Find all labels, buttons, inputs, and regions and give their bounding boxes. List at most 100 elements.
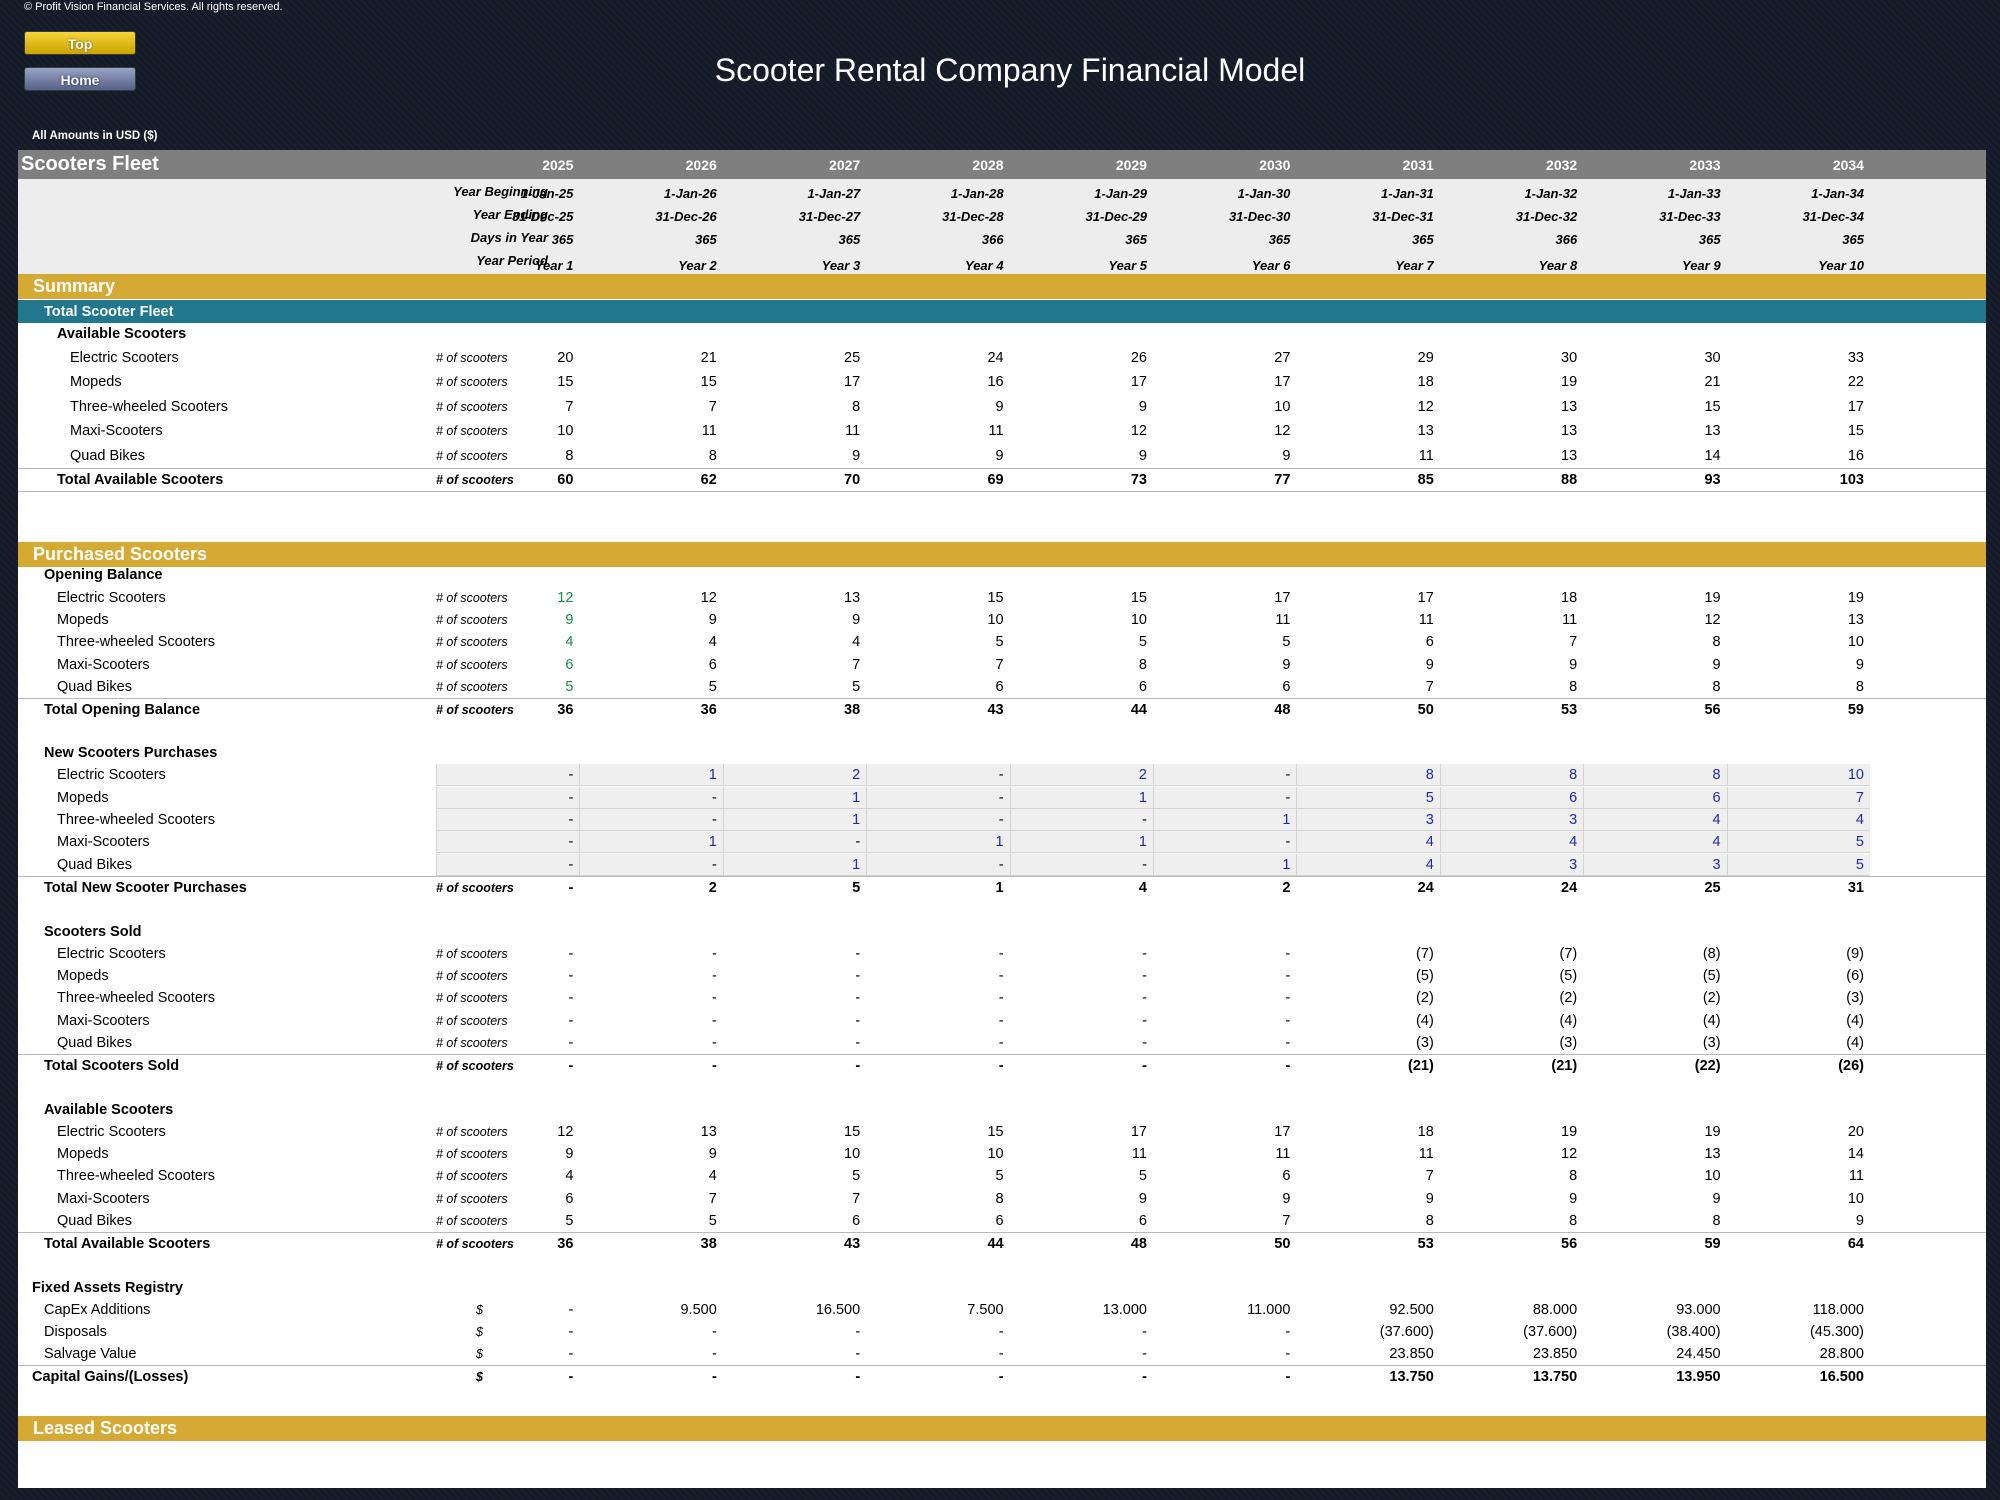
row-unit: # of scooters — [436, 591, 508, 605]
value-cell: 16 — [1847, 448, 1864, 464]
input-cell[interactable]: 8 — [1296, 764, 1440, 786]
input-cell[interactable]: 1 — [722, 787, 867, 809]
input-cell[interactable]: - — [436, 831, 580, 853]
input-cell[interactable]: - — [866, 764, 1010, 786]
input-cell[interactable]: 4 — [1726, 809, 1870, 831]
value-cell: - — [998, 1035, 1004, 1051]
input-cell[interactable]: 2 — [1009, 764, 1153, 786]
input-cell[interactable]: 8 — [1583, 764, 1727, 786]
home-button[interactable]: Home — [24, 67, 136, 91]
input-cell[interactable]: 4 — [1583, 809, 1727, 831]
input-cell[interactable]: 3 — [1439, 854, 1584, 876]
input-cell[interactable]: - — [579, 809, 723, 831]
input-cell[interactable]: - — [1153, 764, 1297, 786]
input-cell[interactable]: 6 — [1583, 787, 1727, 809]
group-header-fixed-assets-registry: Fixed Assets Registry — [18, 1277, 1986, 1299]
value-cell: 21 — [1704, 374, 1721, 390]
input-cell[interactable]: 3 — [1296, 809, 1440, 831]
value-cell: (26) — [1838, 1058, 1864, 1074]
input-cell[interactable]: 4 — [1583, 831, 1727, 853]
value-cell: 12 — [1274, 423, 1291, 439]
value-cell: (21) — [1407, 1058, 1434, 1074]
value-cell: 25 — [1704, 880, 1721, 896]
value-cell: 11 — [1418, 612, 1434, 628]
input-cell[interactable]: 4 — [1296, 831, 1440, 853]
info-value: 1-Jan-27 — [807, 185, 861, 201]
year-header-2027: 2027 — [829, 156, 861, 173]
value-cell: 9 — [708, 612, 717, 628]
value-cell: - — [711, 946, 717, 962]
value-cell: - — [998, 1013, 1004, 1029]
value-cell: 27 — [1274, 350, 1291, 366]
input-cell[interactable]: 8 — [1439, 764, 1584, 786]
input-cell[interactable]: - — [436, 787, 580, 809]
input-cell[interactable]: - — [722, 831, 867, 853]
input-cell[interactable]: - — [1009, 854, 1153, 876]
value-cell: (3) — [1846, 990, 1864, 1006]
value-cell: 11 — [1275, 612, 1291, 628]
input-cell[interactable]: 5 — [1726, 831, 1870, 853]
row-unit: # of scooters — [436, 1169, 508, 1183]
table-row-quad-bikes: Quad Bikes # of scooters 8 8 9 9 9 9 11 13 14 16 — [18, 445, 1986, 467]
input-cell[interactable]: 3 — [1439, 809, 1584, 831]
value-cell: - — [1285, 1058, 1291, 1074]
value-cell: 15 — [987, 1124, 1004, 1140]
value-cell: 17 — [1274, 1124, 1291, 1140]
input-cell[interactable]: 4 — [1439, 831, 1584, 853]
value-cell: - — [711, 1346, 717, 1362]
info-value: 1-Jan-32 — [1524, 185, 1578, 201]
value-cell: 7 — [995, 657, 1004, 673]
input-cell[interactable]: 1 — [579, 764, 723, 786]
input-cell[interactable]: 1 — [722, 809, 867, 831]
value-cell: 20 — [1847, 1124, 1864, 1140]
value-cell: 6 — [852, 1213, 861, 1229]
year-header-2032: 2032 — [1546, 156, 1578, 173]
input-cell[interactable]: - — [866, 787, 1010, 809]
input-cell[interactable]: 4 — [1296, 854, 1440, 876]
value-cell: 26 — [1130, 350, 1147, 366]
input-cell[interactable]: - — [866, 854, 1010, 876]
input-cell[interactable]: - — [579, 787, 723, 809]
value-cell: 8 — [852, 399, 861, 415]
input-cell[interactable]: 1 — [722, 854, 867, 876]
input-cell[interactable]: - — [436, 764, 580, 786]
input-cell[interactable]: 2 — [722, 764, 867, 786]
group-header-new-scooters-purchases: New Scooters Purchases — [18, 742, 1986, 764]
row-label: Mopeds — [57, 790, 109, 806]
input-cell[interactable]: - — [436, 809, 580, 831]
value-cell: 5 — [852, 679, 861, 695]
info-label: Days in Year — [470, 229, 548, 245]
value-cell: 9 — [852, 612, 861, 628]
row-label: Total Available Scooters — [57, 472, 224, 488]
input-cell[interactable]: 6 — [1439, 787, 1584, 809]
input-cell[interactable]: 5 — [1726, 854, 1870, 876]
value-cell: 11 — [1848, 1168, 1864, 1184]
row-label: Total Available Scooters — [44, 1236, 211, 1252]
input-cell[interactable]: - — [1153, 831, 1297, 853]
input-cell[interactable]: 7 — [1726, 787, 1870, 809]
input-cell[interactable]: - — [1009, 809, 1153, 831]
input-cell[interactable]: 1 — [579, 831, 723, 853]
input-cell[interactable]: 1 — [1009, 787, 1153, 809]
input-cell[interactable]: 1 — [866, 831, 1010, 853]
input-cell[interactable]: 10 — [1726, 764, 1870, 786]
row-label: Three-wheeled Scooters — [57, 990, 215, 1006]
input-cell[interactable]: - — [436, 854, 580, 876]
input-cell[interactable]: 1 — [1009, 831, 1153, 853]
value-cell: (37.600) — [1523, 1324, 1578, 1340]
input-cell[interactable]: - — [1153, 787, 1297, 809]
info-value: 1-Jan-30 — [1237, 185, 1291, 201]
input-cell[interactable]: - — [866, 809, 1010, 831]
top-button[interactable]: Top — [24, 31, 136, 55]
input-cell[interactable]: 1 — [1153, 809, 1297, 831]
input-cell[interactable]: 5 — [1296, 787, 1440, 809]
value-cell: 23.850 — [1532, 1346, 1578, 1362]
value-cell: - — [711, 1035, 717, 1051]
input-cell[interactable]: 3 — [1583, 854, 1727, 876]
value-cell: 22 — [1847, 374, 1864, 390]
input-cell[interactable]: - — [579, 854, 723, 876]
input-cell[interactable]: 1 — [1153, 854, 1297, 876]
section-title: Leased Scooters — [33, 1418, 178, 1438]
value-cell: 13 — [1561, 399, 1578, 415]
info-value: Year 4 — [965, 257, 1004, 273]
